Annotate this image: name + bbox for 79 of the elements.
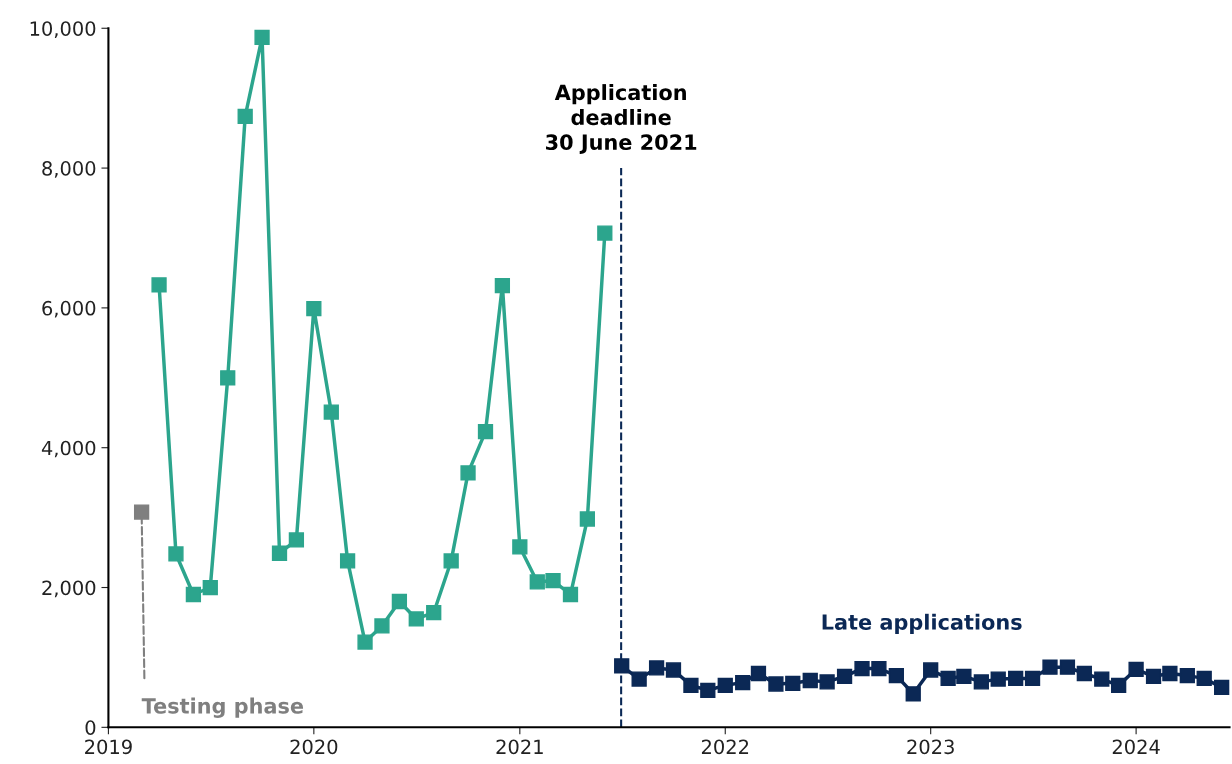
point	[614, 658, 630, 674]
point	[288, 532, 305, 548]
point	[202, 579, 218, 596]
point	[426, 605, 442, 621]
point	[443, 553, 459, 569]
y-tick-label: 0	[85, 720, 96, 735]
point	[1214, 679, 1230, 696]
point	[512, 539, 528, 555]
point	[254, 29, 270, 45]
point	[905, 686, 921, 702]
point	[750, 665, 767, 682]
point	[494, 277, 511, 294]
point	[1196, 670, 1212, 687]
point	[1042, 659, 1058, 675]
y-tick-label: 10,000	[30, 21, 96, 38]
point	[819, 674, 835, 690]
point	[888, 667, 904, 684]
point	[768, 676, 784, 692]
point	[802, 672, 818, 689]
point	[1008, 670, 1024, 687]
x-tick-label: 2024	[1112, 739, 1160, 755]
point	[339, 553, 356, 569]
point	[735, 674, 751, 691]
point	[357, 634, 373, 650]
y-tick-label: 2,000	[42, 580, 96, 598]
point	[956, 668, 972, 684]
point	[631, 671, 647, 687]
point	[836, 668, 853, 684]
y-tick-label: 4,000	[41, 440, 96, 458]
y-tick-label: 6,000	[42, 300, 96, 318]
point	[597, 225, 613, 241]
point	[871, 660, 887, 677]
x-tick-label: 2020	[290, 739, 338, 755]
point	[271, 545, 288, 561]
point	[408, 611, 424, 627]
ref-line-label: Application deadline 30 June 2021	[546, 84, 697, 154]
point	[923, 662, 939, 678]
point	[185, 586, 202, 603]
y-tick-label: 8,000	[42, 161, 96, 178]
point	[973, 674, 989, 690]
x-tick-label: 2022	[701, 739, 749, 755]
point	[237, 108, 253, 124]
point	[1145, 668, 1162, 684]
point	[374, 618, 390, 634]
point	[323, 404, 339, 420]
point	[579, 511, 596, 527]
point	[785, 675, 801, 691]
point	[529, 574, 545, 590]
x-tick-label: 2019	[85, 739, 132, 755]
point	[940, 670, 956, 687]
x-tick-label: 2021	[496, 739, 543, 755]
point	[700, 682, 716, 698]
point	[151, 277, 167, 293]
point	[306, 300, 322, 317]
point	[717, 677, 733, 694]
point	[1024, 670, 1041, 687]
point	[1179, 667, 1195, 684]
point	[477, 423, 494, 440]
point	[1162, 665, 1178, 682]
text: Testing phase	[141, 697, 304, 718]
point	[665, 662, 682, 678]
point	[1128, 661, 1144, 677]
point	[133, 504, 150, 520]
point	[1094, 671, 1110, 687]
point	[1111, 677, 1127, 694]
point	[990, 671, 1006, 687]
point	[391, 593, 408, 610]
point	[168, 546, 184, 562]
point	[648, 660, 665, 676]
x-tick-label: 2023	[907, 739, 954, 755]
point	[683, 677, 699, 694]
point	[854, 660, 870, 677]
point	[545, 572, 561, 589]
point	[1076, 665, 1092, 682]
series-label: Late applications	[822, 613, 1022, 634]
point	[1059, 659, 1076, 675]
point	[220, 370, 236, 386]
point	[460, 465, 476, 481]
point	[562, 586, 579, 603]
